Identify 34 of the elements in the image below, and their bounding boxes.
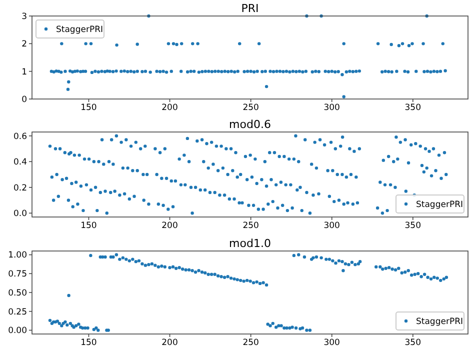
y-tick-label: 0 [22, 94, 27, 105]
x-tick-label: 150 [80, 221, 97, 231]
x-tick-label: 250 [242, 338, 259, 348]
y-tick-label: 0.25 [8, 307, 27, 318]
y-tick-label: 3 [22, 12, 27, 22]
chart-title: mod0.6 [229, 118, 271, 131]
y-tick-label: 0.4 [13, 158, 27, 168]
x-tick-label: 200 [162, 221, 178, 231]
y-tick-label: 2 [22, 40, 27, 50]
y-tick-label: 0.75 [8, 270, 27, 280]
y-tick-label: 1.00 [8, 250, 27, 261]
x-tick-label: 250 [242, 221, 259, 231]
x-tick-label: 150 [80, 338, 97, 348]
legend-label: StaggerPRI [416, 200, 463, 210]
x-tick-label: 200 [162, 338, 178, 348]
y-tick-label: 0.2 [13, 183, 27, 194]
x-tick-label: 350 [404, 103, 422, 113]
chart-title: PRI [241, 2, 259, 15]
y-tick-label: 0.0 [13, 209, 27, 220]
legend-label: StaggerPRI [416, 316, 463, 327]
legend-label: StaggerPRI [56, 24, 103, 35]
x-tick-label: 350 [404, 338, 422, 348]
x-tick-label: 300 [324, 338, 340, 348]
y-tick-label: 1 [22, 67, 27, 78]
x-tick-label: 350 [404, 221, 422, 231]
chart-title: mod1.0 [229, 237, 271, 250]
x-tick-label: 200 [162, 103, 178, 113]
x-tick-label: 150 [80, 103, 97, 113]
x-tick-label: 250 [242, 103, 259, 113]
x-tick-label: 300 [324, 221, 340, 231]
x-tick-label: 300 [324, 103, 340, 113]
y-tick-label: 0.6 [13, 132, 27, 142]
y-tick-label: 0.50 [8, 288, 27, 298]
y-tick-label: 0.00 [8, 326, 27, 336]
